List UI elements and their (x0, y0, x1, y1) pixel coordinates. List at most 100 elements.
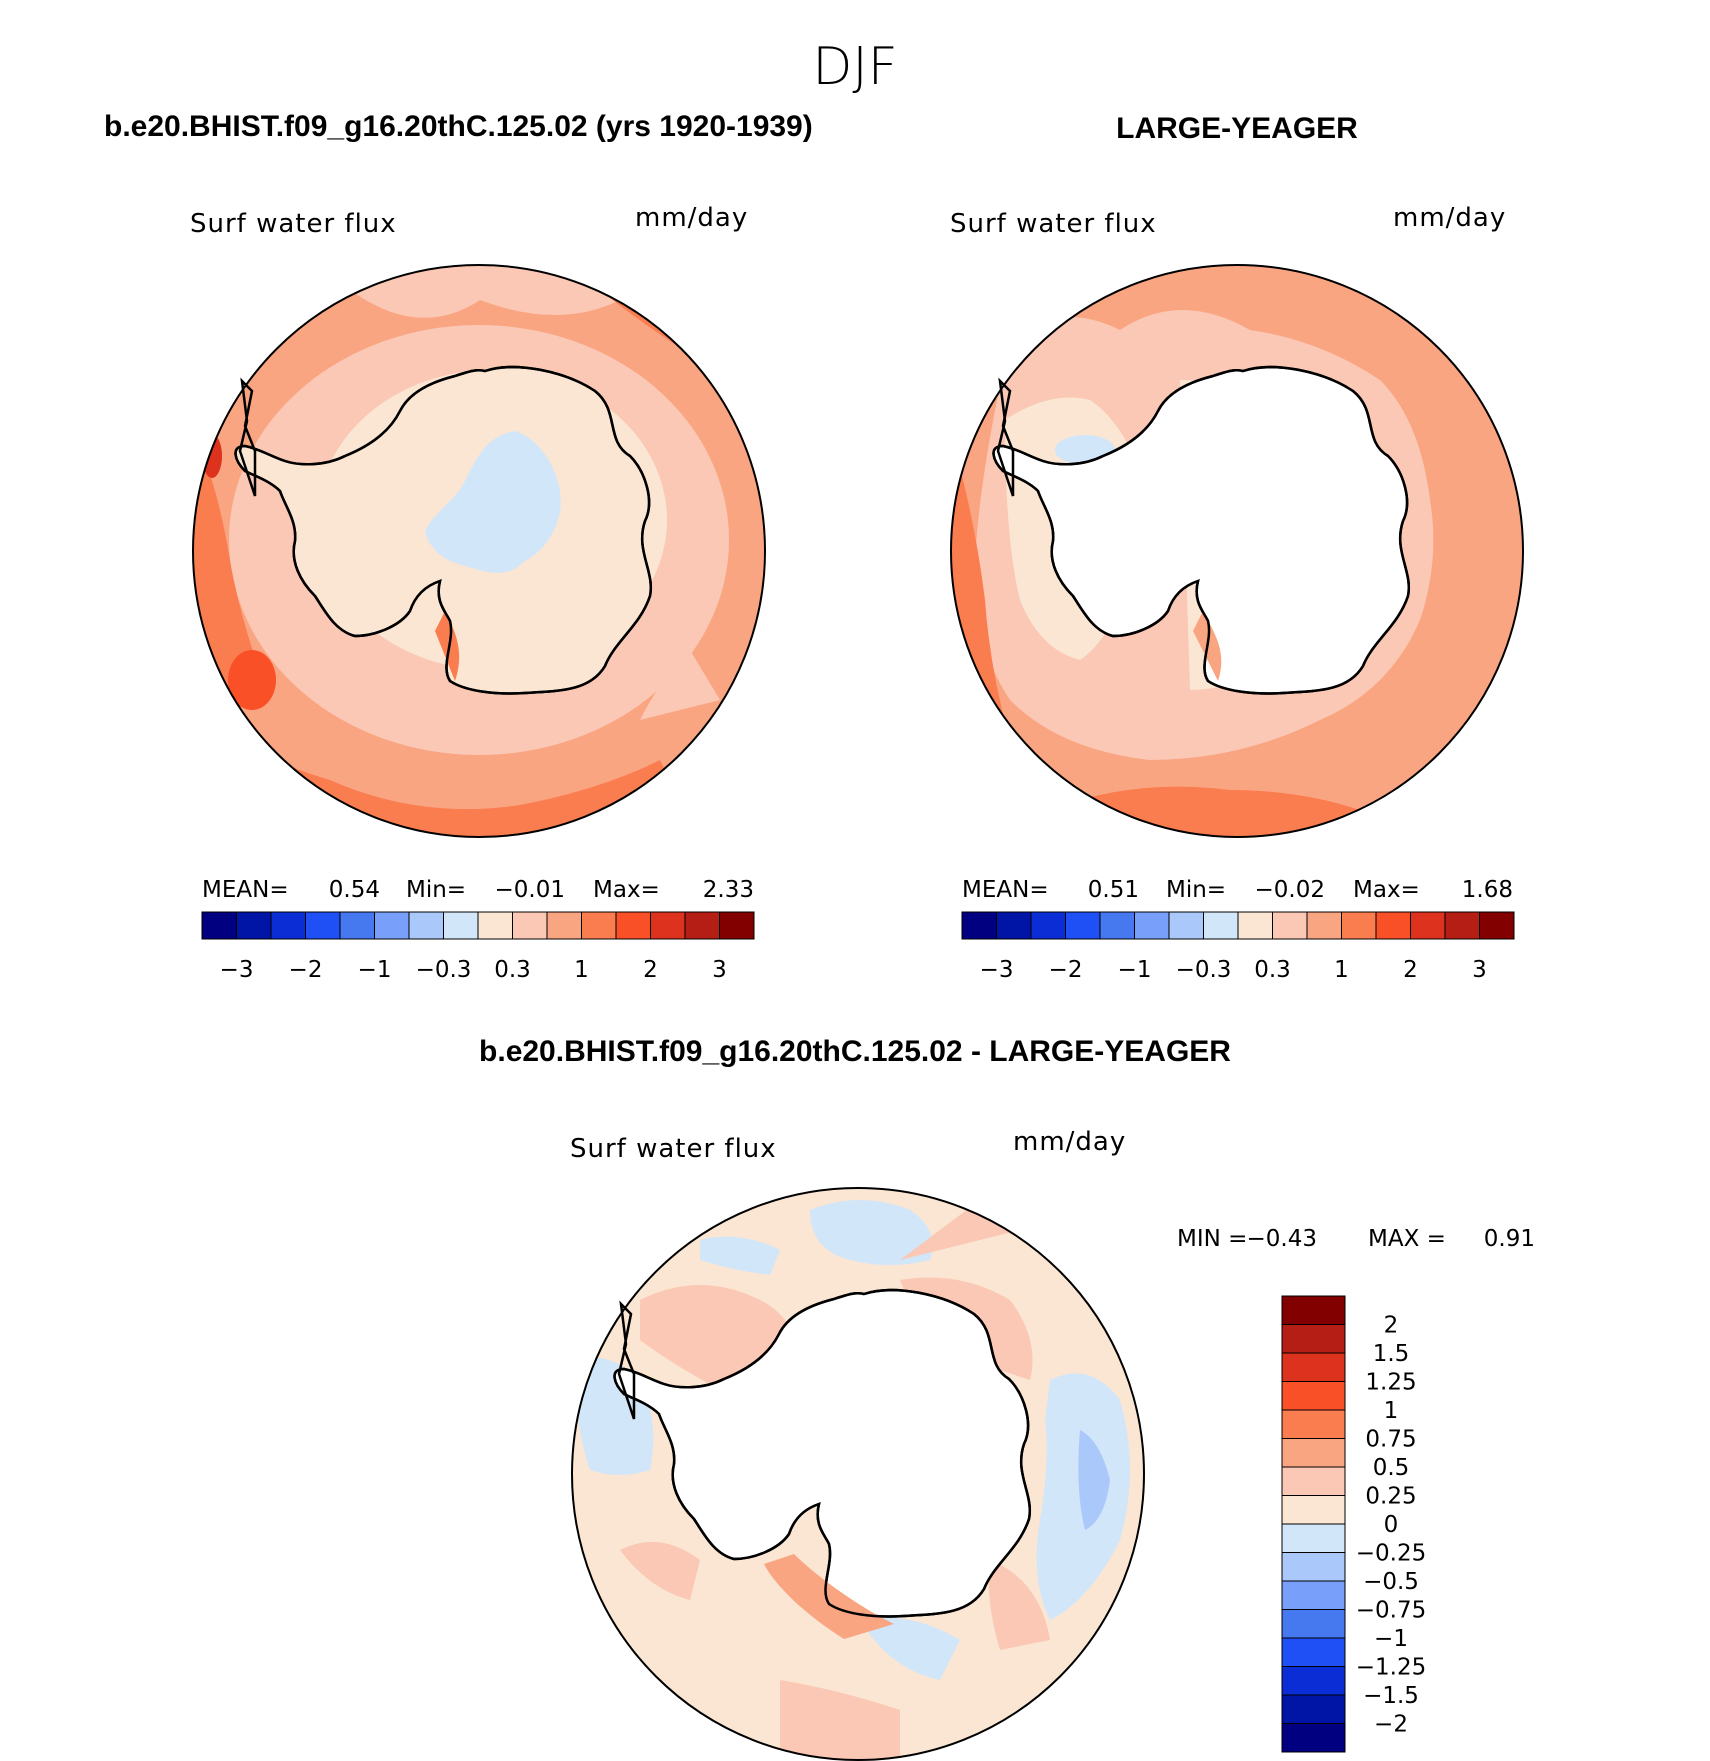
panel-c-colorbar-tick: −1 (1374, 1626, 1408, 1652)
panel-c-colorbar-tick: 1.25 (1365, 1370, 1416, 1396)
panel-b-colorbar-tick: −3 (980, 957, 1014, 983)
panel-c-colorbar-box (1281, 1495, 1346, 1525)
panel-b-colorbar-tick: 3 (1472, 957, 1487, 983)
panel-a-colorbar: −3 −2 −1 −0.3 0.3 1 2 3 (201, 911, 755, 983)
panel-c-colorbar-tick: 2 (1384, 1313, 1399, 1339)
panel-c-colorbar-box (1281, 1523, 1346, 1553)
panel-b-colorbar: −3 −2 −1 −0.3 0.3 1 2 3 (961, 911, 1515, 983)
panel-a-colorbar-box (201, 911, 237, 940)
panel-b-colorbar-box (1030, 911, 1066, 940)
panel-a-mean-value: 0.54 (329, 877, 380, 903)
panel-b-colorbar-box (1375, 911, 1411, 940)
panel-c-colorbar-box (1281, 1609, 1346, 1639)
panel-b-colorbar-box (1237, 911, 1273, 940)
panel-b-colorbar-tick: 0.3 (1254, 957, 1291, 983)
panel-a-colorbar-box (719, 911, 755, 940)
panel-c-max-label: MAX = (1368, 1226, 1446, 1252)
panel-c-units: mm/day (1013, 1127, 1126, 1157)
panel-c-colorbar-box (1281, 1409, 1346, 1439)
panel-c-colorbar-box (1281, 1295, 1346, 1325)
panel-c-colorbar-tick: 0.25 (1365, 1484, 1416, 1510)
panel-a-colorbar-box (236, 911, 272, 940)
panel-a-colorbar-box (650, 911, 686, 940)
panel-a-min-label: Min= (406, 877, 466, 903)
panel-a-colorbar-box (546, 911, 582, 940)
panel-b-max-value: 1.68 (1462, 877, 1513, 903)
panel-c-colorbar-tick: −1.5 (1363, 1683, 1419, 1709)
panel-b-colorbar-box (1306, 911, 1342, 940)
panel-c-colorbar-tick: −0.75 (1356, 1598, 1426, 1624)
panel-b-colorbar-tick: 1 (1334, 957, 1349, 983)
panel-c-colorbar-box (1281, 1552, 1346, 1582)
panel-b-min-value: −0.02 (1255, 877, 1325, 903)
panel-c-colorbar-tick: 0.75 (1365, 1427, 1416, 1453)
panel-a-colorbar-box (615, 911, 651, 940)
panel-a-min-value: −0.01 (495, 877, 565, 903)
panel-c-stats: MIN = −0.43 MAX = 0.91 (1177, 1226, 1535, 1252)
panel-b-mean-value: 0.51 (1088, 877, 1139, 903)
panel-b-min-label: Min= (1166, 877, 1226, 903)
panel-a-max-label: Max= (593, 877, 660, 903)
panel-a-colorbar-tick: −2 (289, 957, 323, 983)
panel-b-stats: MEAN= 0.51 Min= −0.02 Max= 1.68 (962, 877, 1513, 903)
panel-b-colorbar-box (1341, 911, 1377, 940)
panel-a-stats: MEAN= 0.54 Min= −0.01 Max= 2.33 (202, 877, 754, 903)
panel-a-colorbar-box (477, 911, 513, 940)
panel-a-colorbar-tick: 2 (643, 957, 658, 983)
panel-a-mean-label: MEAN= (202, 877, 289, 903)
panel-c-colorbar-tick: −1.25 (1356, 1655, 1426, 1681)
panel-a-title: b.e20.BHIST.f09_g16.20thC.125.02 (yrs 19… (104, 110, 813, 143)
panel-a-colorbar-tick: 0.3 (494, 957, 531, 983)
panel-b-variable: Surf water flux (950, 209, 1157, 239)
panel-a-colorbar-box (270, 911, 306, 940)
panel-c-title: b.e20.BHIST.f09_g16.20thC.125.02 - LARGE… (479, 1035, 1231, 1068)
panel-b-colorbar-box (1272, 911, 1308, 940)
panel-b-colorbar-box (1099, 911, 1135, 940)
panel-c-colorbar-box (1281, 1466, 1346, 1496)
panel-b-colorbar-box (1444, 911, 1480, 940)
panel-a-colorbar-box (684, 911, 720, 940)
season-title: DJF (812, 37, 897, 97)
panel-a-colorbar-tick: −1 (358, 957, 392, 983)
panel-c-colorbar-tick: 0 (1384, 1512, 1399, 1538)
panel-c-colorbar-box (1281, 1352, 1346, 1382)
panel-c-min-label: MIN = (1177, 1226, 1247, 1252)
panel-a-max-value: 2.33 (703, 877, 754, 903)
panel-b-colorbar-box (996, 911, 1032, 940)
panel-a-colorbar-tick: −0.3 (416, 957, 472, 983)
panel-b-map (950, 264, 1524, 838)
panel-b-colorbar-tick: −2 (1049, 957, 1083, 983)
panel-a-colorbar-box (581, 911, 617, 940)
panel-c-variable: Surf water flux (570, 1134, 777, 1164)
panel-c-colorbar-tick: −0.25 (1356, 1541, 1426, 1567)
panel-a-colorbar-box (408, 911, 444, 940)
panel-a-map (192, 264, 766, 838)
panel-a-colorbar-tick: 1 (574, 957, 589, 983)
panel-c-max-value: 0.91 (1484, 1226, 1535, 1252)
panel-c-colorbar-tick: 1 (1384, 1398, 1399, 1424)
panel-a-colorbar-box (443, 911, 479, 940)
panel-b-colorbar-tick: 2 (1403, 957, 1418, 983)
panel-c-colorbar-box (1281, 1580, 1346, 1610)
panel-b-colorbar-tick: −0.3 (1176, 957, 1232, 983)
panel-b-max-label: Max= (1353, 877, 1420, 903)
panel-b-units: mm/day (1393, 203, 1506, 233)
panel-b-colorbar-box (1203, 911, 1239, 940)
panel-b-mean-label: MEAN= (962, 877, 1049, 903)
panel-c-colorbar-box (1281, 1666, 1346, 1696)
panel-c-colorbar-box (1281, 1637, 1346, 1667)
panel-a-colorbar-box (374, 911, 410, 940)
panel-c-colorbar-box (1281, 1438, 1346, 1468)
panel-c-colorbar-box (1281, 1381, 1346, 1411)
panel-b-colorbar-box (1168, 911, 1204, 940)
panel-b-colorbar-box (1410, 911, 1446, 940)
panel-c-colorbar-tick: −0.5 (1363, 1569, 1419, 1595)
panel-a-colorbar-tick: −3 (220, 957, 254, 983)
panel-c-colorbar-box (1281, 1723, 1346, 1753)
panel-c-colorbar-tick: 0.5 (1373, 1455, 1410, 1481)
panel-a-colorbar-box (305, 911, 341, 940)
panel-a-colorbar-tick: 3 (712, 957, 727, 983)
panel-b-colorbar-box (1134, 911, 1170, 940)
panel-c-colorbar-tick: −2 (1374, 1712, 1408, 1738)
panel-b-colorbar-box (1065, 911, 1101, 940)
